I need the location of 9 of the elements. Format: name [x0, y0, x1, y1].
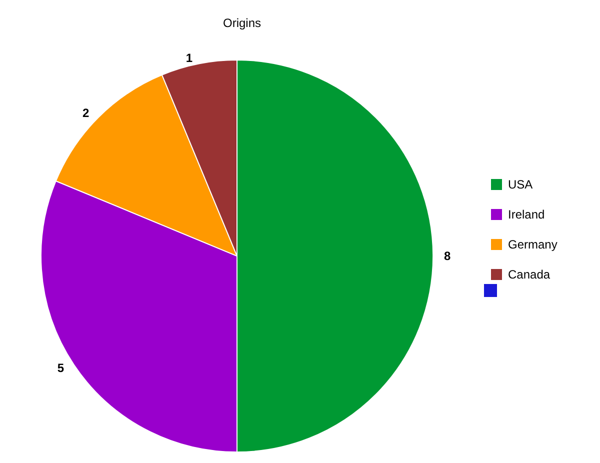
data-label: 8 — [444, 249, 451, 263]
legend-label: Germany — [508, 238, 558, 252]
legend-label: Canada — [508, 268, 550, 282]
chart-title: Origins — [222, 16, 262, 30]
legend-label: USA — [508, 178, 533, 192]
data-label: 1 — [186, 50, 193, 65]
data-label: 5 — [57, 361, 64, 376]
data-label: 2 — [82, 106, 90, 120]
legend-label: Ireland — [508, 208, 545, 222]
